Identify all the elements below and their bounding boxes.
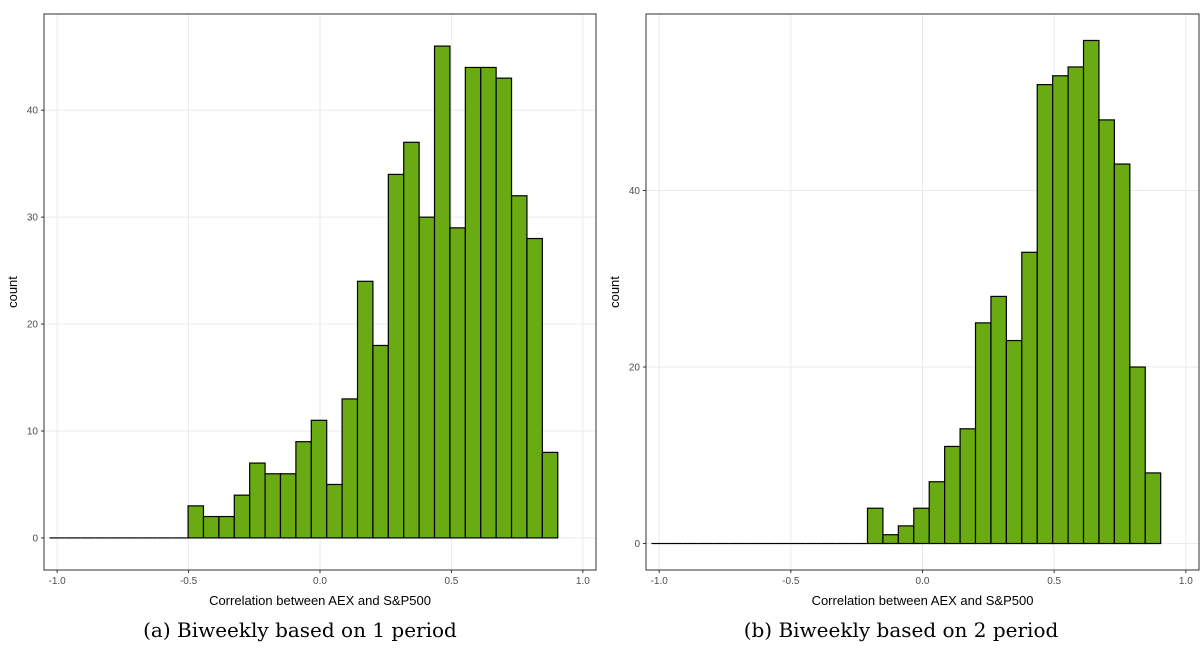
histogram-bar bbox=[1021, 251, 1038, 545]
x-tick-label: 0.0 bbox=[313, 576, 327, 587]
histogram-bar bbox=[510, 195, 528, 539]
histogram-bar bbox=[913, 507, 930, 545]
histogram-bar bbox=[1098, 119, 1115, 545]
histogram-bar bbox=[526, 237, 543, 539]
histogram-b-plot: -1.0 -0.5 0.0 0.5 1.0 0 20 40 Correlation betwee… bbox=[607, 13, 1200, 608]
histogram-bar bbox=[974, 322, 992, 545]
caption-b: (b) Biweekly based on 2 period bbox=[743, 618, 1059, 642]
x-tick-label: 1.0 bbox=[1179, 576, 1193, 587]
histogram-bar bbox=[541, 451, 559, 539]
histogram-bar bbox=[1067, 66, 1085, 545]
histogram-bar bbox=[202, 515, 220, 539]
histogram-bar bbox=[418, 216, 436, 539]
x-tick-label: -0.5 bbox=[782, 576, 800, 587]
x-tick-label: -1.0 bbox=[49, 576, 67, 587]
histogram-bar bbox=[356, 280, 374, 539]
x-tick-label: -0.5 bbox=[180, 576, 198, 587]
histogram-bar bbox=[449, 227, 466, 539]
histogram-bar bbox=[464, 66, 482, 539]
x-tick-label: -1.0 bbox=[651, 576, 669, 587]
histogram-bar bbox=[403, 141, 420, 539]
histogram-bar bbox=[1113, 163, 1131, 545]
histogram-panel-b: -1.0 -0.5 0.0 0.5 1.0 0 20 40 Correlation betwee… bbox=[601, 0, 1201, 654]
histogram-bar bbox=[233, 494, 251, 539]
histogram-bar bbox=[326, 483, 343, 539]
histogram-bar bbox=[1082, 39, 1100, 545]
histogram-bar bbox=[1036, 84, 1054, 545]
y-tick-label: 20 bbox=[629, 363, 641, 374]
histogram-bar bbox=[480, 66, 497, 539]
histogram-bar bbox=[1052, 75, 1069, 545]
histogram-bar bbox=[1005, 339, 1023, 545]
x-tick-label: 0.5 bbox=[1047, 576, 1061, 587]
y-tick-label: 0 bbox=[634, 539, 640, 550]
histogram-panel-a: -1.0 -0.5 0.0 0.5 1.0 0 10 20 30 40 Correlation be… bbox=[0, 0, 600, 654]
histogram-bar bbox=[372, 344, 389, 539]
x-axis-title: Correlation between AEX and S&P500 bbox=[812, 593, 1034, 608]
histogram-bar bbox=[882, 534, 899, 545]
x-axis-title: Correlation between AEX and S&P500 bbox=[209, 593, 431, 608]
histogram-bar bbox=[295, 441, 312, 539]
histogram-bar bbox=[310, 419, 328, 539]
histogram-bar bbox=[1144, 472, 1162, 545]
y-tick-label: 40 bbox=[27, 106, 39, 117]
y-axis-title: count bbox=[607, 276, 622, 308]
histogram-bar bbox=[928, 481, 946, 545]
histogram-bar bbox=[495, 77, 513, 539]
y-tick-label: 30 bbox=[27, 213, 39, 224]
histogram-bar bbox=[218, 515, 235, 539]
histogram-bar bbox=[944, 445, 961, 545]
histogram-a-plot: -1.0 -0.5 0.0 0.5 1.0 0 10 20 30 40 Correlation be… bbox=[5, 13, 597, 608]
x-tick-label: 1.0 bbox=[576, 576, 590, 587]
y-tick-label: 0 bbox=[32, 533, 38, 544]
caption-a: (a) Biweekly based on 1 period bbox=[143, 618, 457, 642]
histogram-bar bbox=[1129, 366, 1146, 545]
x-tick-label: 0.0 bbox=[916, 576, 930, 587]
histogram-bar bbox=[249, 462, 266, 539]
x-tick-label: 0.5 bbox=[444, 576, 458, 587]
histogram-bar bbox=[959, 428, 977, 545]
histogram-bar bbox=[187, 505, 205, 539]
histogram-bar bbox=[264, 473, 282, 539]
y-tick-label: 10 bbox=[27, 427, 39, 438]
histogram-bar bbox=[341, 398, 359, 539]
histogram-bar bbox=[897, 525, 915, 545]
bars bbox=[49, 45, 559, 539]
bars bbox=[651, 39, 1162, 545]
y-tick-label: 40 bbox=[629, 186, 641, 197]
histogram-bar bbox=[433, 45, 451, 539]
y-axis-title: count bbox=[5, 276, 20, 308]
histogram-bar bbox=[990, 295, 1007, 545]
histogram-bar bbox=[279, 473, 297, 539]
histogram-bar bbox=[866, 507, 884, 545]
histogram-bar bbox=[387, 173, 405, 539]
y-tick-label: 20 bbox=[27, 320, 39, 331]
